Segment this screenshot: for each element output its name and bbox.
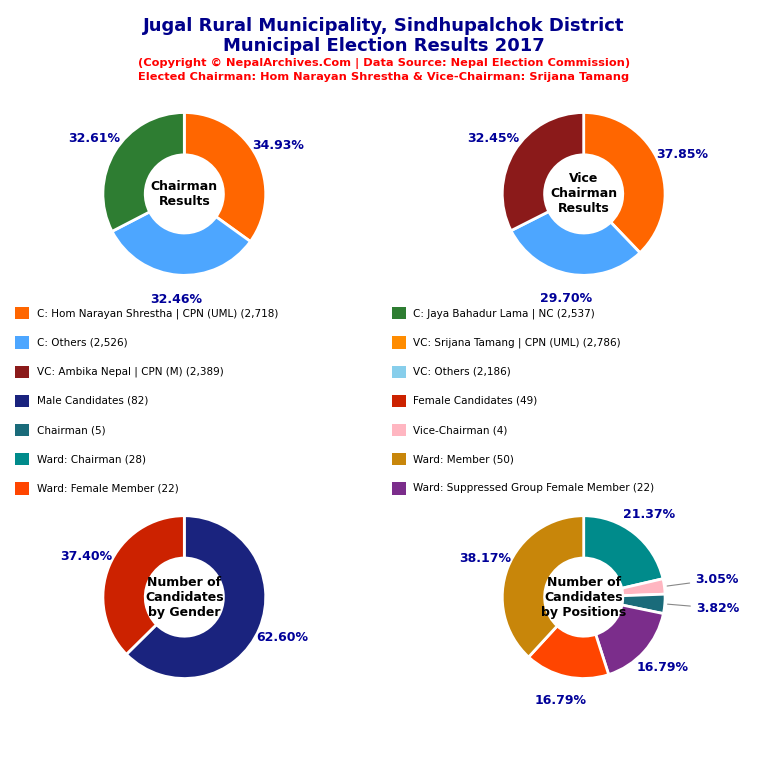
Text: Ward: Female Member (22): Ward: Female Member (22): [37, 483, 179, 494]
Wedge shape: [103, 516, 184, 654]
Text: Jugal Rural Municipality, Sindhupalchok District: Jugal Rural Municipality, Sindhupalchok …: [144, 17, 624, 35]
Text: 21.37%: 21.37%: [624, 508, 676, 521]
Wedge shape: [584, 516, 663, 588]
Text: 32.45%: 32.45%: [468, 132, 520, 145]
Text: Number of
Candidates
by Gender: Number of Candidates by Gender: [145, 576, 223, 618]
Text: VC: Srijana Tamang | CPN (UML) (2,786): VC: Srijana Tamang | CPN (UML) (2,786): [413, 337, 621, 348]
Text: 29.70%: 29.70%: [540, 292, 592, 305]
Text: Vice
Chairman
Results: Vice Chairman Results: [550, 173, 617, 215]
Text: 32.46%: 32.46%: [151, 293, 203, 306]
Text: Ward: Chairman (28): Ward: Chairman (28): [37, 454, 146, 465]
Text: 34.93%: 34.93%: [253, 139, 304, 152]
Text: C: Others (2,526): C: Others (2,526): [37, 337, 127, 348]
Text: 37.40%: 37.40%: [61, 550, 113, 563]
Wedge shape: [112, 212, 250, 275]
Text: Chairman
Results: Chairman Results: [151, 180, 218, 208]
Text: Chairman (5): Chairman (5): [37, 425, 105, 435]
Text: C: Hom Narayan Shrestha | CPN (UML) (2,718): C: Hom Narayan Shrestha | CPN (UML) (2,7…: [37, 308, 278, 319]
Wedge shape: [622, 579, 665, 596]
Text: Female Candidates (49): Female Candidates (49): [413, 396, 538, 406]
Text: (Copyright © NepalArchives.Com | Data Source: Nepal Election Commission): (Copyright © NepalArchives.Com | Data So…: [138, 58, 630, 69]
Text: Elected Chairman: Hom Narayan Shrestha & Vice-Chairman: Srijana Tamang: Elected Chairman: Hom Narayan Shrestha &…: [138, 72, 630, 82]
Text: C: Jaya Bahadur Lama | NC (2,537): C: Jaya Bahadur Lama | NC (2,537): [413, 308, 595, 319]
Text: Ward: Member (50): Ward: Member (50): [413, 454, 514, 465]
Wedge shape: [103, 112, 184, 231]
Wedge shape: [596, 605, 664, 674]
Text: Number of
Candidates
by Positions: Number of Candidates by Positions: [541, 576, 627, 618]
Text: VC: Others (2,186): VC: Others (2,186): [413, 366, 511, 377]
Wedge shape: [511, 211, 640, 275]
Text: VC: Ambika Nepal | CPN (M) (2,389): VC: Ambika Nepal | CPN (M) (2,389): [37, 366, 223, 377]
Text: 3.05%: 3.05%: [667, 573, 739, 586]
Wedge shape: [184, 112, 266, 241]
Wedge shape: [584, 112, 665, 253]
Text: 38.17%: 38.17%: [459, 552, 511, 565]
Wedge shape: [502, 516, 584, 657]
Text: Ward: Suppressed Group Female Member (22): Ward: Suppressed Group Female Member (22…: [413, 483, 654, 494]
Text: Municipal Election Results 2017: Municipal Election Results 2017: [223, 37, 545, 55]
Text: 3.82%: 3.82%: [667, 602, 739, 615]
Text: 16.79%: 16.79%: [637, 661, 688, 674]
Text: Male Candidates (82): Male Candidates (82): [37, 396, 148, 406]
Text: 37.85%: 37.85%: [656, 148, 708, 161]
Wedge shape: [502, 112, 584, 230]
Text: Vice-Chairman (4): Vice-Chairman (4): [413, 425, 508, 435]
Text: 32.61%: 32.61%: [68, 132, 120, 145]
Text: 62.60%: 62.60%: [256, 631, 308, 644]
Wedge shape: [127, 516, 266, 678]
Wedge shape: [528, 626, 609, 678]
Wedge shape: [622, 594, 665, 614]
Text: 16.79%: 16.79%: [535, 694, 587, 707]
